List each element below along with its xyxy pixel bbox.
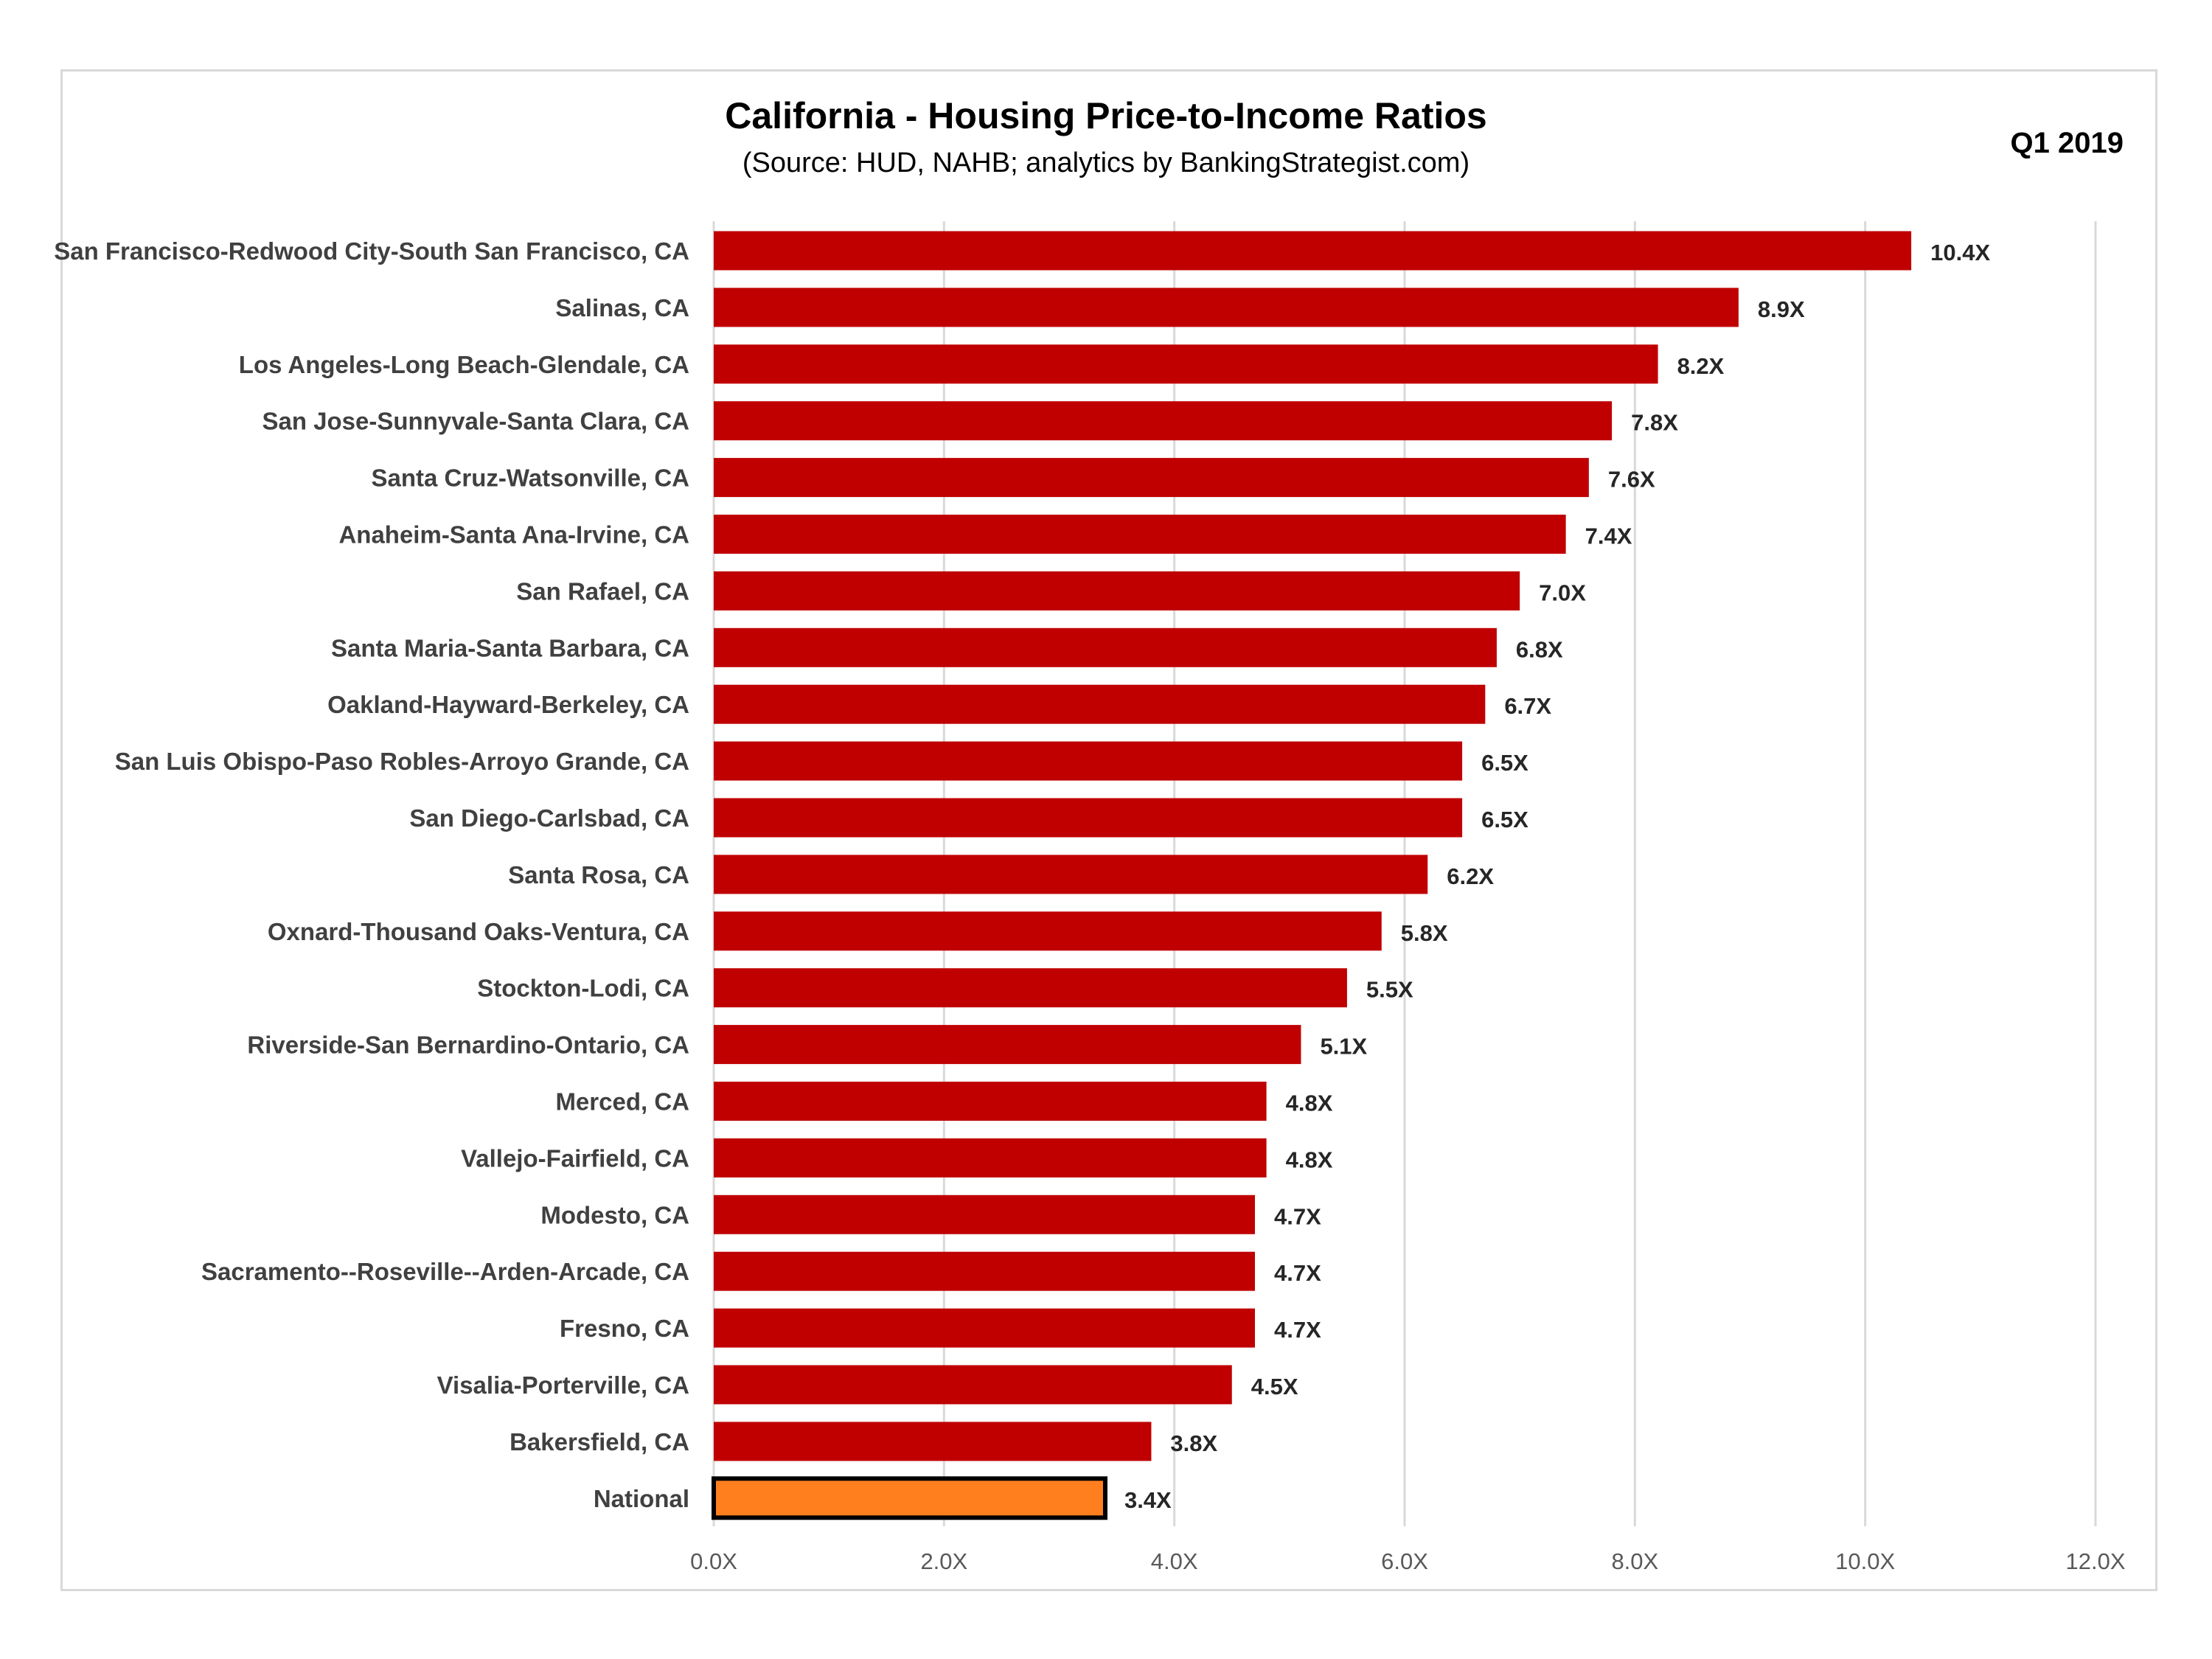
bar-highlight [712, 1476, 1107, 1520]
period-label: Q1 2019 [2010, 127, 2124, 159]
value-label: 6.7X [1504, 693, 1551, 719]
bar [714, 911, 1382, 951]
value-label: 6.5X [1481, 807, 1528, 832]
category-label: Santa Maria-Santa Barbara, CA [331, 634, 689, 661]
bar [714, 1422, 1152, 1461]
bar [714, 684, 1486, 724]
category-label: Santa Cruz-Watsonville, CA [372, 465, 690, 492]
category-label: San Diego-Carlsbad, CA [409, 804, 689, 832]
x-tick-label: 12.0X [2065, 1548, 2125, 1574]
bar [714, 968, 1347, 1008]
bar [714, 231, 1912, 271]
bar [714, 1194, 1255, 1234]
category-label: Riverside-San Bernardino-Ontario, CA [247, 1032, 689, 1059]
category-label: Modesto, CA [540, 1201, 689, 1228]
x-tick-label: 8.0X [1611, 1548, 1658, 1574]
chart-title: California - Housing Price-to-Income Rat… [725, 95, 1487, 136]
value-label: 5.8X [1401, 920, 1448, 946]
value-label: 5.1X [1320, 1034, 1367, 1060]
value-label: 5.5X [1366, 977, 1413, 1003]
category-labels: San Francisco-Redwood City-South San Fra… [54, 237, 689, 1512]
bar [714, 1251, 1255, 1291]
value-label: 8.9X [1758, 296, 1805, 322]
bar [714, 288, 1739, 327]
category-label: Visalia-Porterville, CA [437, 1371, 689, 1399]
value-labels: 10.4X 8.9X 8.2X 7.8X 7.6X 7.4X 7.0X 6.8X 6.7X 6.5… [1124, 240, 1991, 1513]
category-label: Salinas, CA [555, 294, 689, 321]
category-label: Oakland-Hayward-Berkeley, CA [327, 691, 689, 718]
chart-frame [60, 69, 2157, 1591]
value-label: 3.4X [1124, 1487, 1172, 1513]
bar [714, 401, 1613, 441]
category-label: Los Angeles-Long Beach-Glendale, CA [239, 351, 689, 378]
bar [714, 1025, 1301, 1065]
value-label: 7.8X [1631, 410, 1678, 436]
bar [714, 571, 1520, 611]
category-label: Stockton-Lodi, CA [477, 975, 689, 1002]
category-label: Fresno, CA [560, 1315, 689, 1342]
category-label: San Luis Obispo-Paso Robles-Arroyo Grand… [115, 748, 689, 775]
value-label: 4.8X [1286, 1091, 1333, 1116]
category-label: San Francisco-Redwood City-South San Fra… [54, 237, 689, 265]
x-axis-tick-labels: 0.0X 2.0X 4.0X 6.0X 8.0X 10.0X 12.0X [690, 1548, 2126, 1574]
x-tick-label: 10.0X [1835, 1548, 1895, 1574]
value-label: 7.6X [1608, 467, 1655, 493]
category-label: Santa Rosa, CA [508, 861, 689, 888]
value-label: 3.8X [1170, 1430, 1217, 1456]
bars [712, 231, 1912, 1520]
value-label: 7.4X [1585, 524, 1632, 549]
bar [714, 855, 1428, 894]
category-label: Vallejo-Fairfield, CA [461, 1144, 689, 1172]
category-label: Merced, CA [555, 1088, 689, 1116]
bar [714, 798, 1463, 838]
value-label: 8.2X [1677, 353, 1725, 379]
category-label: Anaheim-Santa Ana-Irvine, CA [338, 521, 689, 549]
value-label: 6.5X [1481, 750, 1528, 776]
value-label: 4.8X [1286, 1147, 1333, 1172]
x-tick-label: 4.0X [1151, 1548, 1198, 1574]
value-label: 6.8X [1516, 636, 1563, 662]
bar [714, 458, 1589, 498]
category-label: San Jose-Sunnyvale-Santa Clara, CA [262, 408, 689, 435]
category-label: Sacramento--Roseville--Arden-Arcade, CA [201, 1258, 689, 1285]
value-label: 10.4X [1930, 240, 1990, 265]
value-label: 7.0X [1539, 580, 1586, 605]
category-label: National [594, 1485, 689, 1512]
x-tick-label: 2.0X [920, 1548, 967, 1574]
category-label: Bakersfield, CA [509, 1428, 689, 1455]
value-label: 6.2X [1447, 863, 1494, 889]
value-label: 4.5X [1251, 1374, 1298, 1399]
bar [714, 1365, 1232, 1405]
value-label: 4.7X [1274, 1317, 1321, 1343]
category-label: Oxnard-Thousand Oaks-Ventura, CA [268, 918, 689, 945]
bar [714, 1308, 1255, 1348]
bar [714, 741, 1463, 781]
value-label: 4.7X [1274, 1260, 1321, 1286]
category-label: San Rafael, CA [516, 577, 689, 605]
bar [714, 515, 1566, 554]
bar [714, 627, 1497, 667]
bar [714, 1082, 1267, 1121]
bar [714, 344, 1658, 384]
bar [714, 1138, 1267, 1178]
x-tick-label: 6.0X [1381, 1548, 1428, 1574]
value-label: 4.7X [1274, 1203, 1321, 1229]
x-tick-label: 0.0X [690, 1548, 737, 1574]
chart-subtitle: (Source: HUD, NAHB; analytics by Banking… [742, 147, 1470, 178]
